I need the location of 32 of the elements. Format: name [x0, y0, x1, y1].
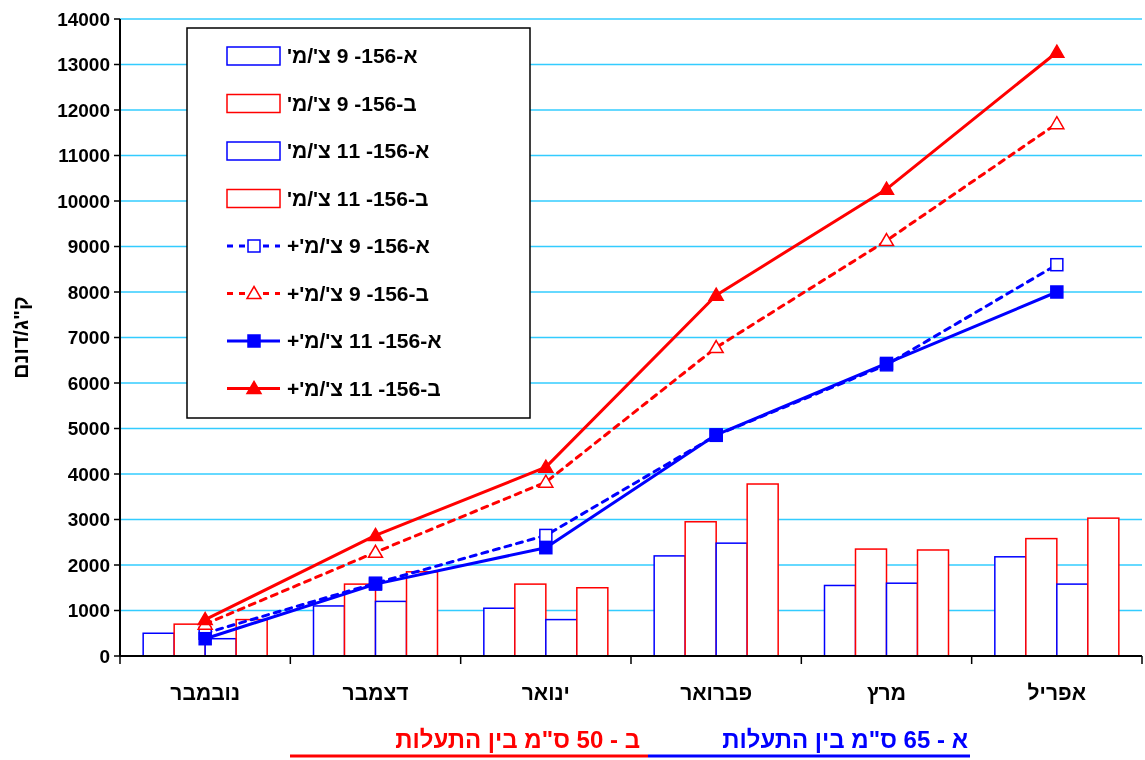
y-tick-label: 5000: [67, 418, 110, 440]
y-tick-label: 2000: [67, 554, 110, 576]
legend-label: ב-156- 11 צ'/מ'+: [287, 376, 441, 400]
y-tick-label: 8000: [67, 281, 110, 303]
y-tick-label: 9000: [67, 236, 110, 258]
legend-label: א-156- 9 צ'/מ': [287, 44, 418, 68]
x-tick-label: פברואר: [680, 681, 753, 704]
y-tick-label: 3000: [67, 509, 110, 531]
x-tick-label: ינואר: [521, 681, 570, 704]
x-tick-label: דצמבר: [342, 681, 409, 704]
x-tick-label: מרץ: [867, 681, 906, 704]
text: א - 65 ס"מ בין התעלות: [722, 726, 968, 753]
y-tick-label: 14000: [57, 8, 110, 30]
y-tick-label: 13000: [57, 54, 110, 76]
legend-label: ב-156- 9 צ'/מ': [287, 91, 417, 115]
y-tick-label: 7000: [67, 327, 110, 349]
y-tick-label: 10000: [57, 190, 110, 212]
x-tick-label: נובמבר: [170, 681, 240, 704]
y-tick-label: 6000: [67, 372, 110, 394]
legend-label: ב-156- 11 צ'/מ': [287, 186, 429, 210]
y-tick-label: 12000: [57, 99, 110, 121]
text: ב - 50 ס"מ בין התעלות: [395, 726, 640, 753]
y-tick-label: 1000: [67, 600, 110, 622]
legend-label: א-156- 11 צ'/מ'+: [287, 329, 442, 353]
x-tick-label: אפריל: [1027, 681, 1087, 704]
y-tick-label: 4000: [67, 463, 110, 485]
legend-label: ב-156- 9 צ'/מ'+: [287, 281, 429, 305]
legend-label: א-156- 11 צ'/מ': [287, 139, 430, 163]
y-tick-label: 0: [99, 645, 110, 667]
y-tick-label: 11000: [58, 145, 110, 167]
legend-label: א-156- 9 צ'/מ'+: [287, 234, 430, 258]
y-axis-title: ק"ג/דונם: [9, 296, 32, 379]
